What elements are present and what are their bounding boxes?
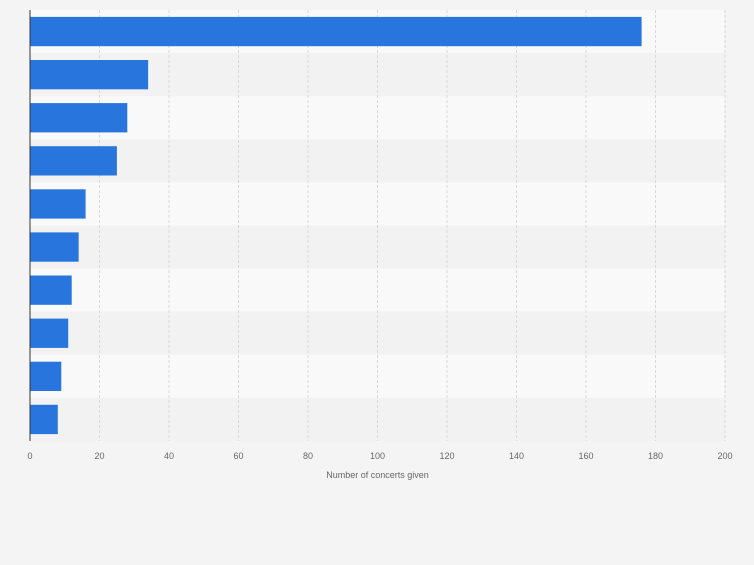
row-band <box>30 311 725 355</box>
row-band <box>30 397 725 441</box>
bar <box>30 318 69 348</box>
x-tick-label: 0 <box>27 451 32 461</box>
x-tick-label: 180 <box>648 451 663 461</box>
bar <box>30 103 128 133</box>
bar <box>30 59 149 90</box>
x-tick-label: 40 <box>164 451 174 461</box>
bar <box>30 275 72 305</box>
bars <box>30 16 642 435</box>
x-tick-label: 160 <box>578 451 593 461</box>
x-tick-label: 80 <box>303 451 313 461</box>
row-band <box>30 182 725 226</box>
x-tick-label: 120 <box>439 451 454 461</box>
bar <box>30 232 79 262</box>
bar <box>30 189 86 219</box>
x-tick-label: 200 <box>717 451 732 461</box>
bar <box>30 146 117 176</box>
x-axis-label: Number of concerts given <box>326 470 429 480</box>
x-axis-ticks: 0 20 40 60 80 100 120 140 160 180 200 <box>27 451 732 461</box>
bar <box>30 361 62 392</box>
bar <box>30 404 58 435</box>
x-tick-label: 60 <box>233 451 243 461</box>
bar <box>30 16 642 47</box>
x-tick-label: 20 <box>94 451 104 461</box>
x-tick-label: 100 <box>370 451 385 461</box>
x-tick-label: 140 <box>509 451 524 461</box>
